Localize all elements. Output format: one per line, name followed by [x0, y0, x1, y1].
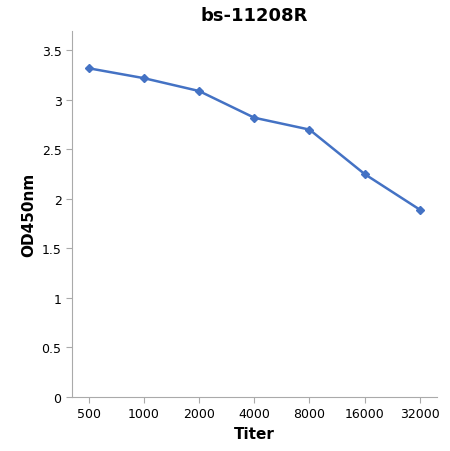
- Title: bs-11208R: bs-11208R: [201, 6, 308, 24]
- Y-axis label: OD450nm: OD450nm: [21, 172, 36, 256]
- X-axis label: Titer: Titer: [234, 426, 274, 441]
